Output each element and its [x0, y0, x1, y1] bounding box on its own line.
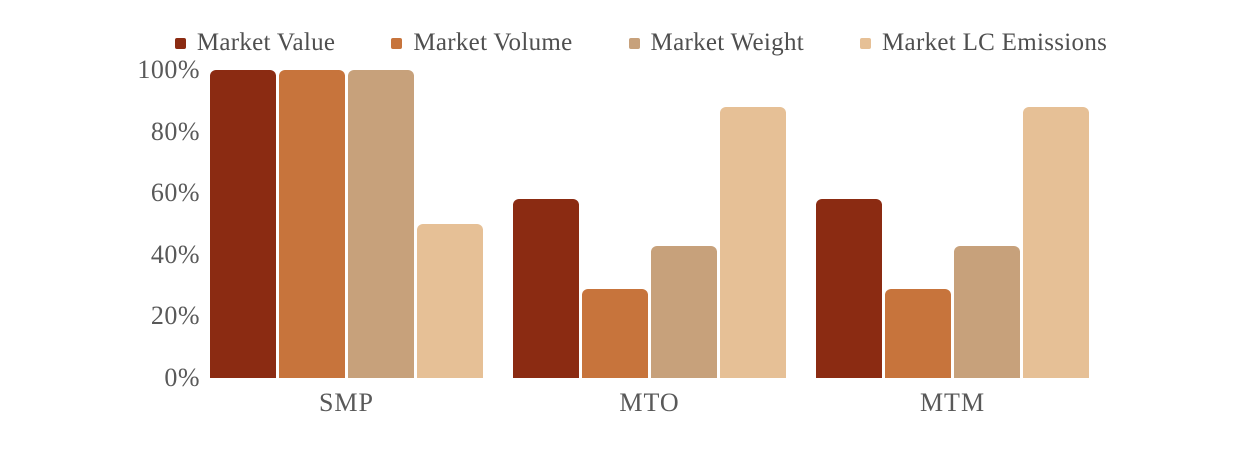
bar-group-smp: SMP: [210, 70, 483, 417]
bar-market-value-smp: [210, 70, 276, 378]
bar-market-value-mtm: [816, 199, 882, 378]
x-axis-label: MTO: [619, 388, 680, 417]
x-axis-label: SMP: [318, 388, 375, 417]
legend-label: Market Value: [196, 29, 336, 56]
y-axis-tick-label: 40%: [150, 239, 200, 269]
y-axis-tick-label: 20%: [150, 301, 200, 331]
y-axis-tick-label: 0%: [164, 363, 200, 392]
bar-market-weight-mtm: [954, 245, 1020, 378]
legend-marker-icon: [628, 37, 640, 49]
plot-area: SMP MTO MTM: [210, 70, 1089, 417]
bar-market-weight-mto: [651, 245, 717, 378]
bar-group-mtm: MTM: [816, 70, 1089, 417]
y-axis-tick-label: 60%: [150, 178, 200, 208]
legend-item-market-weight: Market Weight: [628, 29, 805, 57]
bar-market-lc-emissions-mto: [720, 106, 786, 378]
legend-marker-icon: [174, 37, 186, 49]
legend-item-market-volume: Market Volume: [391, 29, 572, 57]
y-axis-tick-label: 100%: [137, 55, 200, 84]
legend-marker-icon: [391, 37, 403, 49]
bar-market-lc-emissions-smp: [417, 224, 483, 378]
legend-label: Market LC Emissions: [882, 29, 1108, 56]
legend-item-market-value: Market Value: [174, 29, 336, 57]
y-axis-tick-label: 80%: [150, 116, 200, 146]
legend-item-market-lc-emissions: Market LC Emissions: [860, 29, 1107, 57]
bar-group-mto: MTO: [513, 70, 786, 417]
bar-market-lc-emissions-mtm: [1023, 106, 1089, 378]
bar-market-volume-mto: [582, 288, 648, 378]
legend-label: Market Volume: [413, 29, 573, 56]
bar-market-volume-smp: [279, 70, 345, 378]
legend-marker-icon: [860, 37, 872, 49]
legend-label: Market Weight: [650, 29, 805, 56]
bar-market-weight-smp: [348, 70, 414, 378]
bar-market-volume-mtm: [885, 288, 951, 378]
y-axis: 100% 80% 60% 40% 20% 0%: [0, 55, 200, 392]
legend: Market Value Market Volume Market Weight Ma…: [32, 27, 1250, 59]
x-axis-label: MTM: [919, 388, 986, 417]
bar-market-value-mto: [513, 199, 579, 378]
